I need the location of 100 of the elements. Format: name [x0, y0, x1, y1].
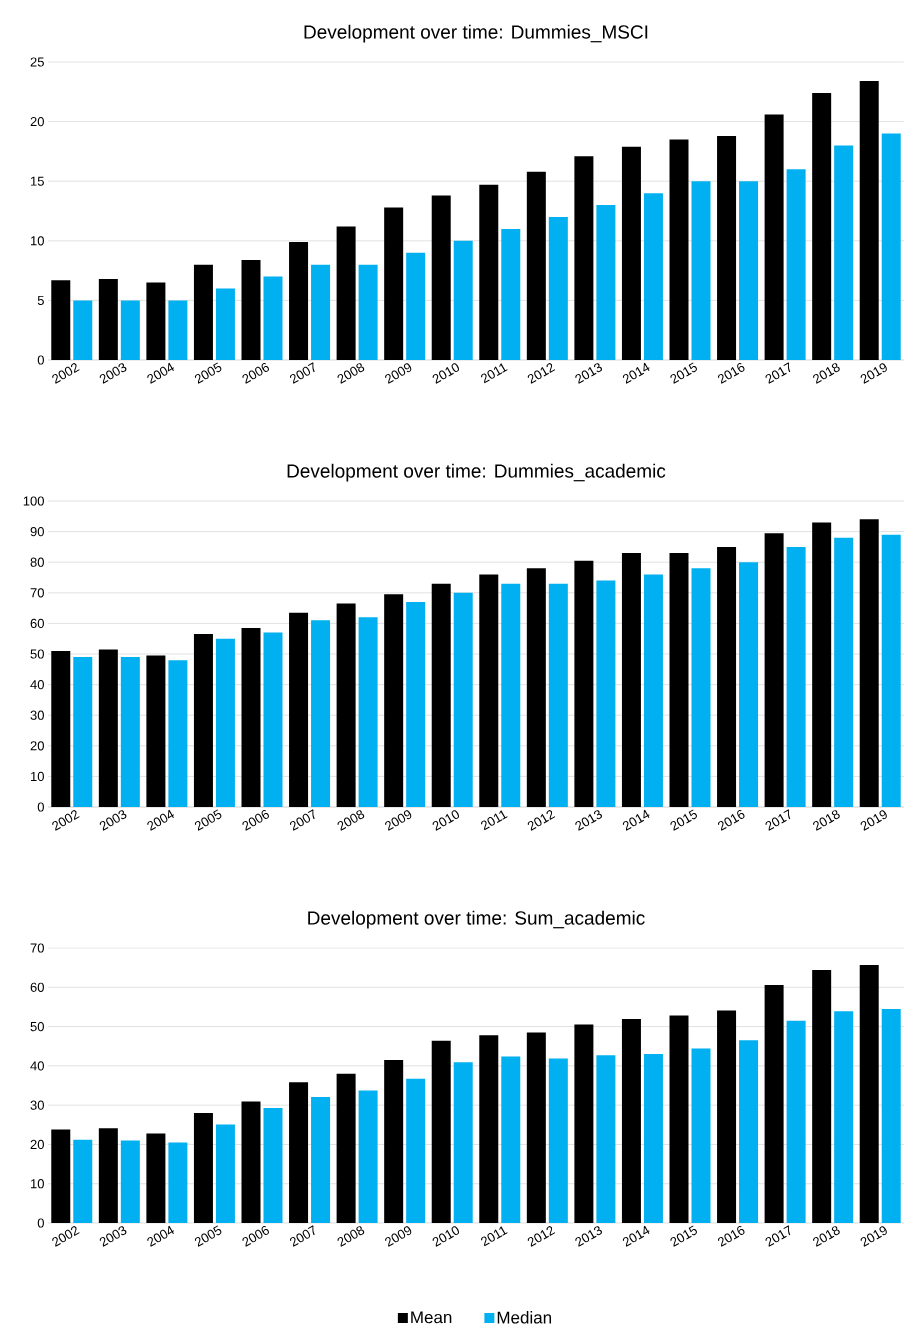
bar — [881, 133, 901, 361]
bar — [336, 1073, 356, 1224]
bar — [336, 603, 356, 808]
x-tick-label: 2015 — [670, 362, 697, 384]
bar — [120, 300, 140, 361]
bar — [669, 1015, 689, 1224]
bar — [73, 300, 93, 361]
chart-title: Development over time: Dummies_MSCI — [304, 24, 648, 43]
bar — [289, 612, 309, 808]
bar — [717, 1010, 737, 1224]
y-tick-label: 40 — [30, 680, 44, 690]
x-tick-label: 2007 — [289, 362, 315, 384]
x-tick-label: 2016 — [717, 363, 745, 384]
bar — [241, 259, 261, 361]
y-tick-label: 5 — [37, 295, 44, 305]
bar — [431, 1040, 451, 1224]
chart-title: Development over time: Dummies_academic — [287, 463, 666, 482]
bar — [786, 1020, 806, 1224]
x-tick-label: 2006 — [242, 810, 269, 831]
x-tick-label: 2009 — [385, 1226, 412, 1247]
bar — [812, 970, 832, 1224]
bar — [384, 1059, 404, 1224]
bar — [717, 546, 737, 808]
bar — [98, 278, 118, 361]
x-tick-label: 2004 — [147, 1225, 174, 1247]
y-tick-label: 15 — [30, 176, 44, 186]
x-tick-label: 2013 — [575, 810, 602, 831]
x-tick-label: 2019 — [860, 1226, 887, 1247]
bar — [120, 657, 140, 808]
bar — [120, 1140, 140, 1224]
y-tick-label: 60 — [30, 982, 44, 992]
bar — [73, 657, 93, 808]
x-tick-label: 2007 — [289, 1225, 315, 1247]
bar — [51, 1129, 71, 1224]
y-tick-label: 50 — [30, 649, 44, 659]
x-tick-label: 2018 — [813, 363, 840, 384]
x-tick-label: 2003 — [99, 810, 127, 831]
bar — [643, 193, 663, 361]
y-tick-label: 100 — [23, 496, 44, 506]
bar — [453, 240, 473, 361]
x-tick-label: 2005 — [194, 362, 222, 384]
x-tick-label: 2005 — [194, 1225, 222, 1247]
bar — [859, 519, 879, 808]
x-tick-label: 2004 — [147, 809, 174, 831]
bar — [241, 628, 261, 808]
bar — [739, 1040, 759, 1224]
bar — [98, 1128, 118, 1224]
bar — [311, 1096, 331, 1224]
bar — [574, 1024, 594, 1224]
bar — [812, 93, 832, 361]
bar — [358, 1090, 378, 1224]
x-tick-label: 2019 — [860, 363, 887, 384]
bar — [526, 568, 546, 808]
x-tick-label: 2014 — [622, 809, 650, 831]
bar — [168, 660, 188, 808]
bar — [764, 114, 784, 361]
bar — [859, 964, 879, 1224]
bar — [263, 276, 283, 361]
y-tick-label: 90 — [30, 527, 44, 537]
bar — [431, 195, 451, 361]
legend-label: Median — [497, 1311, 552, 1324]
x-tick-label: 2002 — [52, 363, 80, 384]
y-tick-label: 20 — [30, 117, 44, 127]
bar — [621, 553, 641, 808]
x-tick-label: 2008 — [337, 1226, 365, 1247]
x-tick-label: 2017 — [765, 1225, 791, 1247]
bar — [406, 252, 426, 361]
bar — [764, 984, 784, 1224]
bar — [643, 574, 663, 808]
x-tick-label: 2008 — [337, 810, 365, 831]
x-tick-label: 2018 — [813, 810, 840, 831]
x-tick-label: 2013 — [575, 1226, 602, 1247]
bar — [311, 264, 331, 361]
bar — [479, 1035, 499, 1224]
y-tick-label: 70 — [30, 943, 44, 953]
bar — [739, 181, 759, 361]
x-tick-label: 2019 — [860, 810, 887, 831]
y-tick-label: 70 — [30, 588, 44, 598]
x-tick-label: 2014 — [622, 1225, 650, 1247]
x-tick-label: 2004 — [147, 362, 174, 384]
y-tick-label: 30 — [30, 710, 44, 720]
bar — [289, 1082, 309, 1224]
y-tick-label: 10 — [30, 1179, 44, 1189]
bar — [596, 205, 616, 361]
x-tick-label: 2017 — [765, 809, 791, 831]
bar — [263, 1107, 283, 1224]
x-tick-label: 2012 — [527, 363, 556, 384]
x-tick-label: 2002 — [52, 810, 80, 831]
bar — [358, 617, 378, 808]
bar — [406, 1078, 426, 1224]
bar — [526, 171, 546, 361]
bar — [358, 264, 378, 361]
y-tick-label: 80 — [30, 557, 44, 567]
x-tick-label: 2011 — [481, 1226, 508, 1247]
x-tick-label: 2015 — [670, 809, 697, 831]
y-tick-label: 0 — [37, 1218, 44, 1228]
bar — [336, 226, 356, 361]
bar — [834, 145, 854, 361]
x-tick-label: 2010 — [432, 810, 460, 831]
bar — [834, 1011, 854, 1224]
